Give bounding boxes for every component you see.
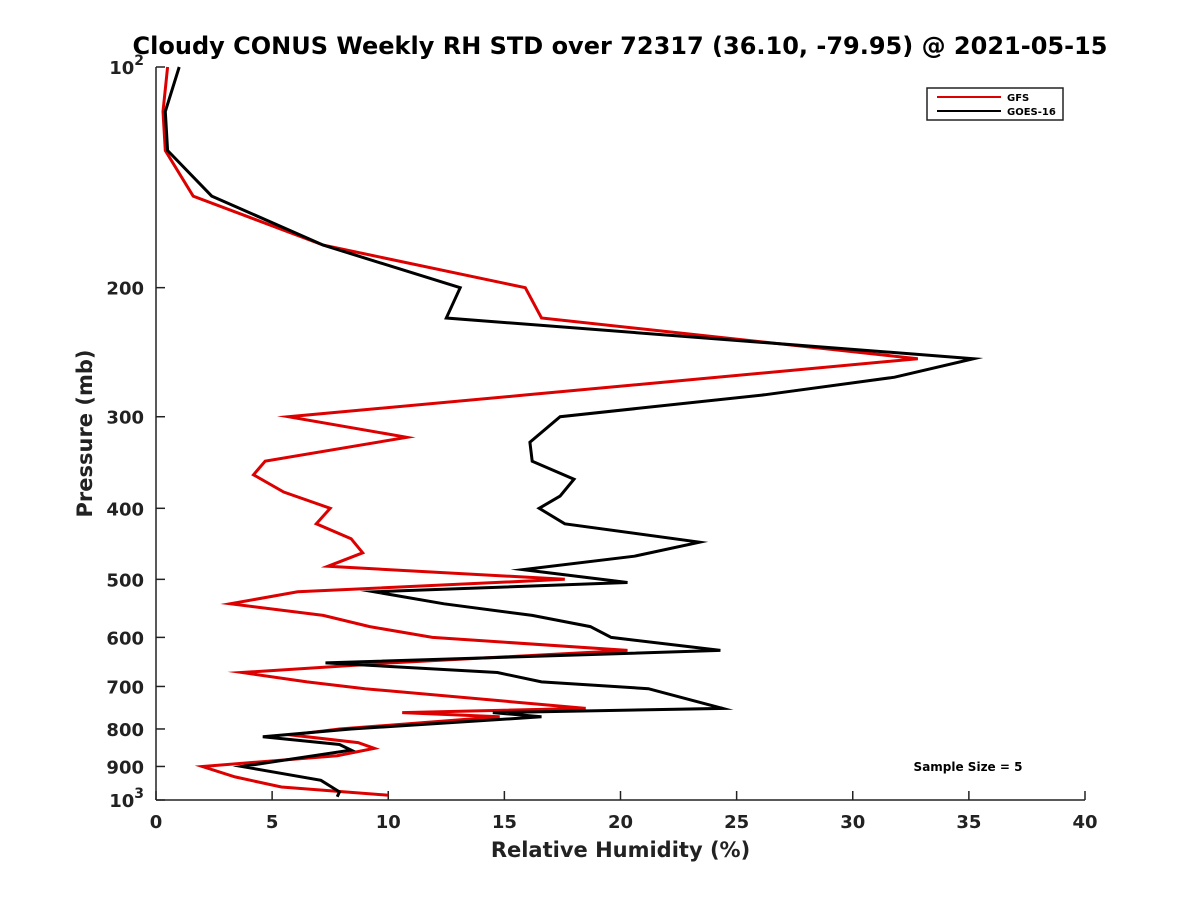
series-line-goes-16 (163, 66, 984, 798)
y-tick-exponent: 3 (134, 786, 144, 802)
x-tick-label: 5 (266, 812, 279, 833)
y-tick-label: 102 (109, 53, 144, 79)
x-tick-label: 40 (1072, 812, 1097, 833)
y-tick-label: 400 (106, 499, 144, 520)
y-tick-label: 900 (106, 757, 144, 778)
x-tick-label: 30 (840, 812, 865, 833)
x-tick-label: 0 (150, 812, 163, 833)
y-tick-label: 700 (106, 677, 144, 698)
x-tick-label: 15 (492, 812, 517, 833)
x-tick-label: 25 (724, 812, 749, 833)
y-tick-label: 600 (106, 628, 144, 649)
y-tick-exponent: 2 (134, 53, 144, 69)
x-tick-label: 10 (376, 812, 401, 833)
sample-size-annotation: Sample Size = 5 (914, 760, 1023, 774)
y-tick-label: 300 (106, 408, 144, 429)
y-tick-base: 10 (109, 58, 134, 79)
y-tick-label: 500 (106, 570, 144, 591)
legend-label: GFS (1007, 93, 1029, 104)
y-tick-label: 800 (106, 720, 144, 741)
x-tick-label: 20 (608, 812, 633, 833)
y-axis-label: Pressure (mb) (73, 350, 97, 518)
x-ticks: 0 5 10 15 20 25 30 35 40 (150, 791, 1098, 833)
legend-label: GOES-16 (1007, 107, 1056, 118)
chart-title: Cloudy CONUS Weekly RH STD over 72317 (3… (133, 32, 1108, 60)
legend: GFS GOES-16 (926, 87, 1064, 121)
y-tick-label: 103 (109, 786, 144, 812)
y-tick-label: 200 (106, 279, 144, 300)
x-axis-label: Relative Humidity (%) (491, 838, 750, 862)
x-tick-label: 35 (956, 812, 981, 833)
plot-area: 0 5 10 15 20 25 30 35 40 10220030040050060070080… (106, 53, 1097, 833)
y-tick-base: 10 (109, 791, 134, 812)
series-layer (161, 66, 984, 798)
legend-box (926, 87, 1064, 121)
series-line-gfs (161, 66, 918, 797)
